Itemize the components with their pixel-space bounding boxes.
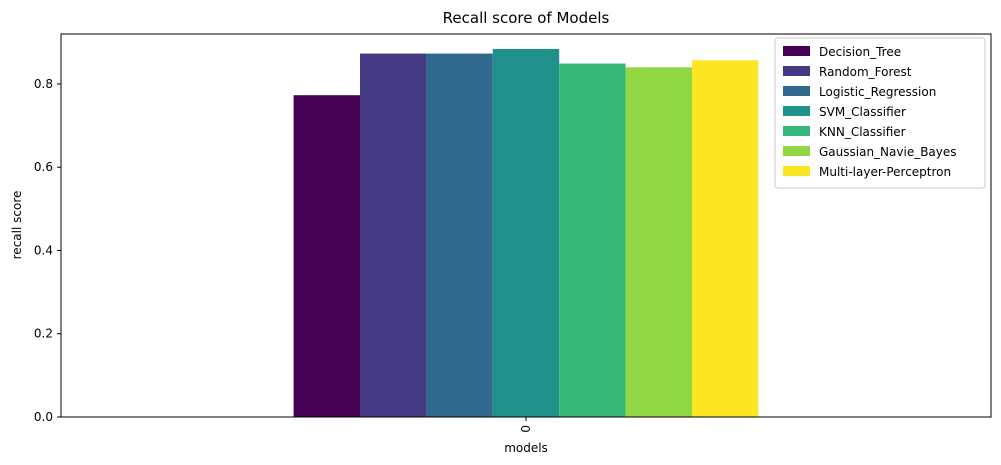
legend-label: Random_Forest: [819, 65, 912, 79]
y-tick-label: 0.8: [34, 77, 53, 91]
legend-swatch: [783, 126, 810, 136]
bars-group: [293, 48, 759, 418]
y-tick-label: 0.4: [34, 243, 53, 257]
bar-multi-layer-perceptron: [692, 60, 759, 417]
x-axis: 0: [519, 417, 533, 433]
bar-knn-classifier: [559, 63, 626, 418]
y-axis-label: recall score: [10, 191, 24, 260]
legend-swatch: [783, 86, 810, 96]
y-tick-label: 0.0: [34, 410, 53, 424]
bar-svm-classifier: [492, 48, 560, 418]
legend-swatch: [783, 106, 810, 116]
legend-swatch: [783, 46, 810, 56]
legend-box: [774, 37, 986, 189]
y-axis: 0.0 0.2 0.4 0.6 0.8: [34, 77, 61, 424]
bar-gaussian-navie-bayes: [625, 67, 692, 418]
legend-swatch: [783, 146, 810, 156]
plot-frame: [60, 33, 992, 418]
x-axis-label: models: [504, 441, 548, 455]
y-tick-label: 0.2: [34, 327, 53, 341]
bar-random-forest: [360, 53, 427, 417]
legend-swatch: [783, 66, 810, 76]
legend-label: Gaussian_Navie_Bayes: [819, 145, 957, 159]
legend-label: SVM_Classifier: [819, 105, 906, 119]
legend: Decision_Tree Random_Forest Logistic_Regre…: [774, 37, 986, 189]
y-tick-label: 0.6: [34, 160, 53, 174]
bar-logistic-regression: [426, 53, 493, 417]
bar-decision-tree: [293, 95, 360, 417]
legend-label: Decision_Tree: [819, 45, 901, 59]
chart-title: Recall score of Models: [443, 9, 610, 27]
legend-swatch: [783, 166, 810, 176]
x-tick-label: 0: [519, 425, 533, 433]
legend-label: Logistic_Regression: [819, 85, 936, 99]
legend-label: KNN_Classifier: [819, 125, 906, 139]
legend-label: Multi-layer-Perceptron: [819, 165, 951, 179]
